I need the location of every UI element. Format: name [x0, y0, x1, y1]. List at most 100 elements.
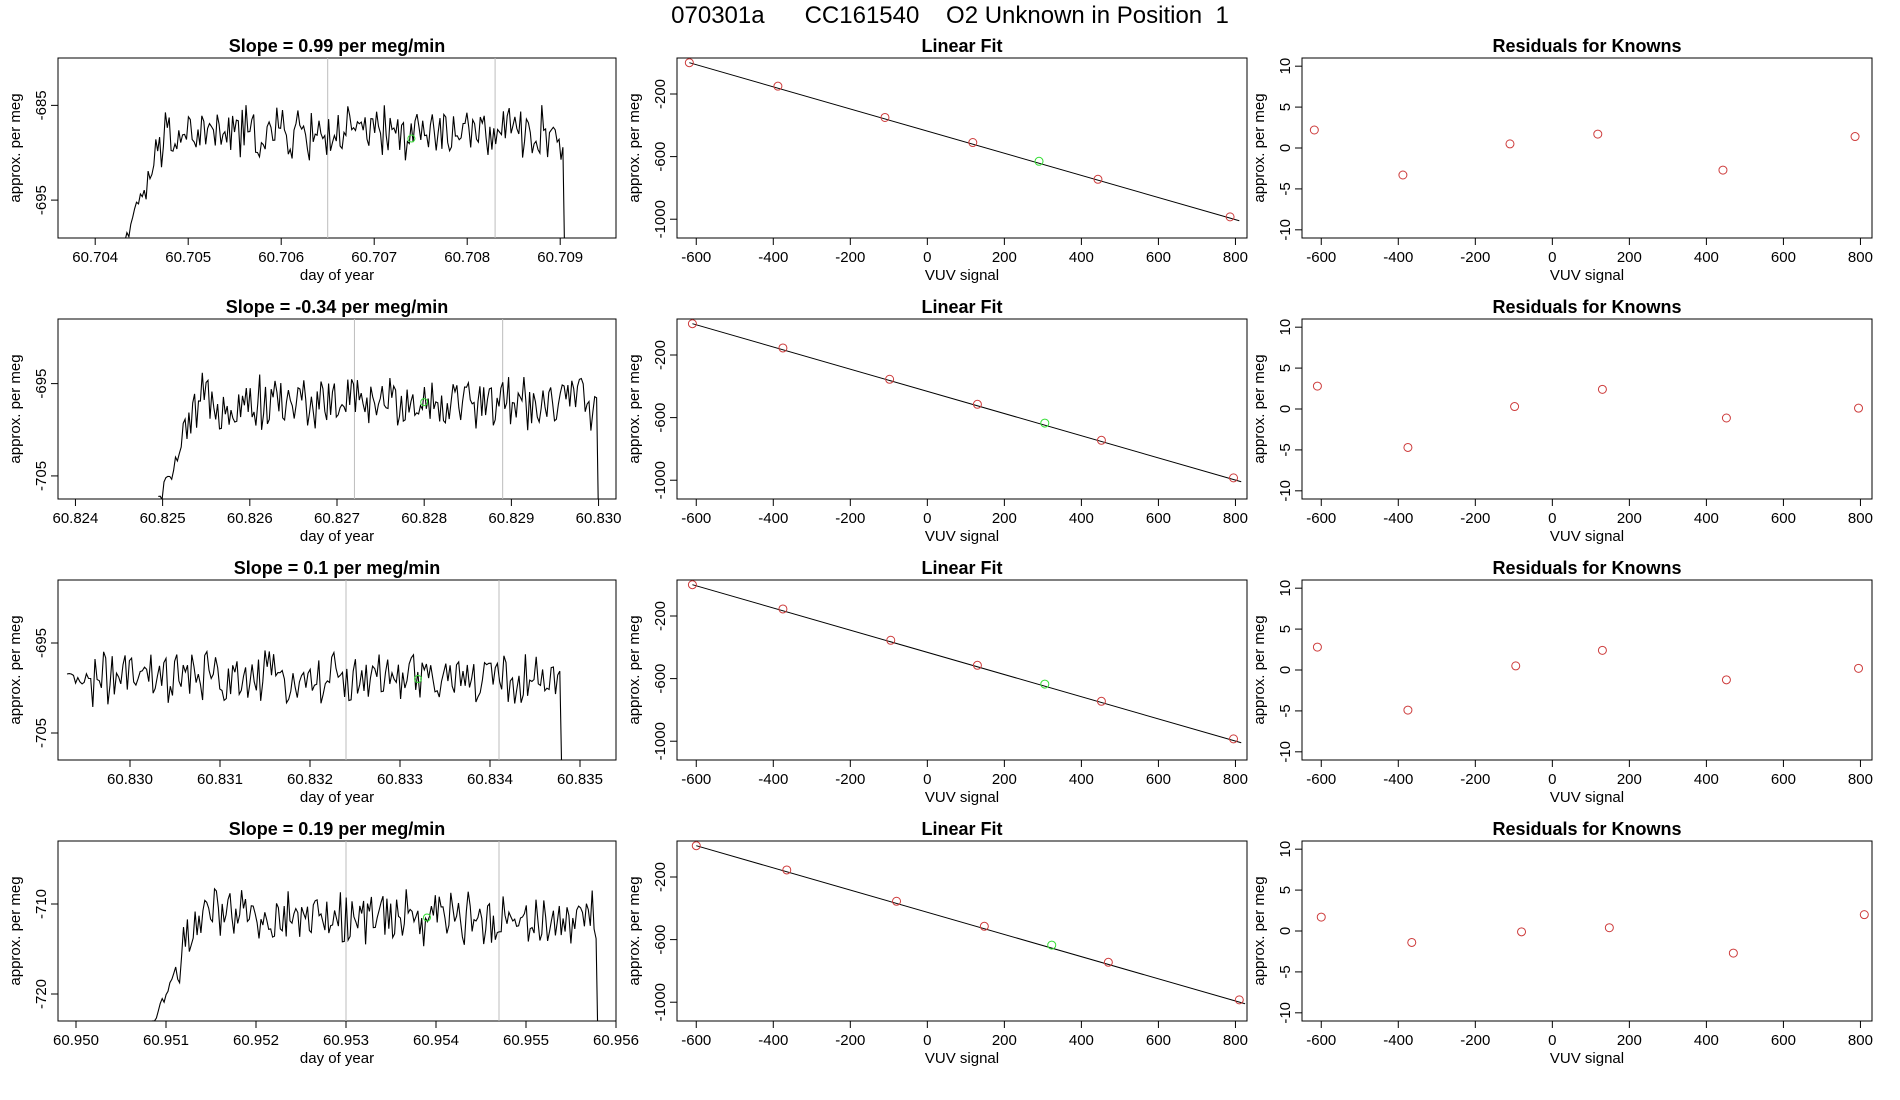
- x-tick-label: 800: [1848, 249, 1873, 266]
- y-axis-label: approx. per meg: [1251, 354, 1268, 463]
- x-tick-label: 200: [992, 1032, 1017, 1049]
- x-tick-label: -200: [835, 1032, 865, 1049]
- y-tick-label: -200: [652, 601, 669, 631]
- x-tick-label: 0: [1548, 249, 1556, 266]
- y-tick-label: -5: [1277, 182, 1294, 195]
- panel-linear-fit-row-4: Linear Fit -600 -400 -200 0 200 400 600 800 -200 -…: [626, 819, 1248, 1067]
- x-tick-label: 60.952: [233, 1032, 279, 1049]
- x-tick-label: -200: [835, 249, 865, 266]
- x-tick-label: 400: [1069, 1032, 1094, 1049]
- panel-title: Slope = -0.34 per meg/min: [226, 297, 449, 317]
- y-tick-label: -710: [33, 889, 50, 919]
- residual-point: [1859, 910, 1869, 920]
- x-tick-label: 600: [1771, 249, 1796, 266]
- panel-linear-fit-row-1: Linear Fit -600 -400 -200 0 200 400 600 800 -200 -…: [626, 36, 1248, 284]
- known-point: [886, 635, 896, 645]
- x-tick-label: -400: [1383, 249, 1413, 266]
- residual-point: [1505, 139, 1515, 149]
- x-tick-label: 0: [1548, 510, 1556, 527]
- x-tick-label: 800: [1223, 510, 1248, 527]
- y-tick-label: -10: [1277, 1002, 1294, 1024]
- y-axis-label: approx. per meg: [1251, 876, 1268, 985]
- residual-point: [1597, 384, 1607, 394]
- fit-line: [689, 62, 1240, 222]
- x-tick-label: 400: [1694, 1032, 1719, 1049]
- x-tick-label: 60.835: [557, 771, 603, 788]
- x-tick-label: 800: [1848, 510, 1873, 527]
- panel-time-series-row-4: Slope = 0.19 per meg/min 60.950 60.951 60.9…: [7, 819, 639, 1067]
- panel-linear-fit-row-2: Linear Fit -600 -400 -200 0 200 400 600 800 -200 -…: [626, 297, 1248, 545]
- known-point: [1229, 473, 1239, 483]
- x-tick-label: -600: [1306, 510, 1336, 527]
- y-axis-label: approx. per meg: [626, 615, 643, 724]
- plot-frame: [1301, 57, 1873, 239]
- x-tick-label: -400: [1383, 510, 1413, 527]
- plot-area: [1316, 910, 1869, 958]
- x-tick-label: -400: [758, 771, 788, 788]
- residual-point: [1854, 403, 1864, 413]
- known-point: [1096, 435, 1106, 445]
- x-tick-label: 600: [1146, 771, 1171, 788]
- x-tick-label: 60.829: [488, 510, 534, 527]
- x-tick-label: 0: [923, 771, 931, 788]
- panel-time-series-row-3: Slope = 0.1 per meg/min 60.830 60.831 60.83…: [7, 558, 617, 806]
- known-point: [892, 896, 902, 906]
- x-tick-label: 60.954: [413, 1032, 459, 1049]
- x-tick-label: 60.834: [467, 771, 513, 788]
- y-tick-label: 5: [1277, 625, 1294, 633]
- x-tick-label: 60.706: [258, 249, 304, 266]
- known-point: [778, 604, 788, 614]
- plot-area: [687, 580, 1242, 744]
- residual-point: [1403, 442, 1413, 452]
- y-tick-label: -685: [33, 90, 50, 120]
- y-tick-label: -705: [33, 718, 50, 748]
- known-point: [1229, 734, 1239, 744]
- y-tick-label: -200: [652, 862, 669, 892]
- residual-point: [1850, 132, 1860, 142]
- x-tick-label: 0: [1548, 771, 1556, 788]
- x-tick-label: -400: [758, 249, 788, 266]
- x-tick-label: -400: [1383, 1032, 1413, 1049]
- x-tick-label: 200: [992, 510, 1017, 527]
- x-axis-label: VUV signal: [1550, 267, 1624, 284]
- residual-point: [1728, 948, 1738, 958]
- panel-title: Linear Fit: [921, 558, 1002, 578]
- y-tick-label: -1000: [652, 200, 669, 238]
- x-tick-label: -200: [1460, 771, 1490, 788]
- panel-residuals-row-3: Residuals for Knowns -600 -400 -200 0 200 400 6…: [1251, 558, 1873, 806]
- residual-point: [1403, 705, 1413, 715]
- y-axis-label: approx. per meg: [626, 876, 643, 985]
- x-tick-label: 800: [1848, 1032, 1873, 1049]
- plot-area: [66, 580, 563, 760]
- y-tick-label: 10: [1277, 841, 1294, 858]
- panel-residuals-row-4: Residuals for Knowns -600 -400 -200 0 200 400 6…: [1251, 819, 1873, 1067]
- x-tick-label: -600: [1306, 1032, 1336, 1049]
- x-tick-label: 600: [1771, 1032, 1796, 1049]
- y-tick-label: 10: [1277, 58, 1294, 75]
- known-point: [687, 580, 697, 590]
- y-tick-label: -600: [652, 664, 669, 694]
- x-tick-label: 800: [1223, 771, 1248, 788]
- known-point: [1103, 957, 1113, 967]
- fit-line: [692, 584, 1242, 744]
- x-tick-label: 600: [1146, 510, 1171, 527]
- x-tick-label: 400: [1069, 510, 1094, 527]
- x-tick-label: 60.950: [53, 1032, 99, 1049]
- x-axis-label: day of year: [300, 267, 374, 284]
- known-point: [684, 58, 694, 68]
- x-tick-label: 60.955: [503, 1032, 549, 1049]
- x-tick-label: 60.707: [351, 249, 397, 266]
- residual-point: [1718, 165, 1728, 175]
- x-tick-label: 400: [1069, 249, 1094, 266]
- x-tick-label: -200: [1460, 510, 1490, 527]
- x-tick-label: 60.951: [143, 1032, 189, 1049]
- residual-point: [1517, 927, 1527, 937]
- x-tick-label: 60.953: [323, 1032, 369, 1049]
- x-tick-label: 400: [1069, 771, 1094, 788]
- panel-title: Residuals for Knowns: [1492, 819, 1681, 839]
- known-point: [1096, 696, 1106, 706]
- unknown-point: [420, 398, 429, 407]
- series-line: [158, 372, 599, 499]
- plot-frame: [1301, 318, 1873, 500]
- known-point: [972, 399, 982, 409]
